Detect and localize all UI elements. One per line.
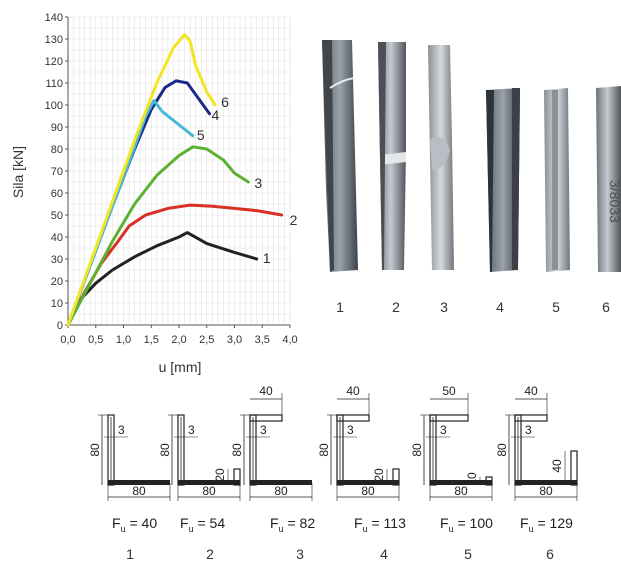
web-dimension: 80 xyxy=(230,443,244,457)
cross-section-3: 40 80 3 80 xyxy=(230,384,313,501)
specimen-photos: 3/8033 1 2 3 4 5 6 xyxy=(300,20,621,320)
fu-label-4: Fu = 113 xyxy=(354,515,406,534)
thickness-dimension: 3 xyxy=(188,423,195,437)
lip-dimension: 10 xyxy=(465,472,479,486)
series-labels: 1 2 3 45 6 xyxy=(197,94,298,266)
web-dimension: 80 xyxy=(317,443,331,457)
y-tick-label: 120 xyxy=(45,56,63,68)
flange-dimension: 80 xyxy=(202,484,216,498)
x-tick-label: 1,0 xyxy=(116,334,131,346)
thickness-dimension: 3 xyxy=(118,423,125,437)
lip-dimension: 20 xyxy=(213,468,227,482)
y-tick-label: 30 xyxy=(51,254,63,266)
series-line-6 xyxy=(66,33,217,327)
series-label-5: 5 xyxy=(197,127,205,143)
x-tick-label: 2,0 xyxy=(171,334,186,346)
x-tick-label: 0,5 xyxy=(88,334,103,346)
cross-section-drawings: 8038020803804080380402080380501080380404… xyxy=(88,384,578,501)
y-tick-label: 80 xyxy=(51,144,63,156)
web-dimension: 80 xyxy=(495,443,509,457)
fu-label-6: Fu = 129 xyxy=(520,515,573,534)
chart-series xyxy=(66,33,284,327)
specimen-photo-image: 3/8033 xyxy=(322,40,621,272)
y-tick-label: 10 xyxy=(51,298,63,310)
cross-section-6: 40 40 80 3 80 xyxy=(495,384,578,501)
flange-dimension: 80 xyxy=(274,484,288,498)
flange-dimension: 80 xyxy=(361,484,375,498)
y-tick-label: 60 xyxy=(51,188,63,200)
cross-section-1: 80 3 80 xyxy=(88,414,171,501)
photo-label: 1 xyxy=(336,299,344,315)
section-number: 3 xyxy=(296,546,304,562)
x-tick-label: 3,0 xyxy=(227,334,242,346)
thickness-dimension: 3 xyxy=(440,423,447,437)
series-label-6: 6 xyxy=(221,94,229,110)
thickness-dimension: 3 xyxy=(347,423,354,437)
series-label-3: 3 xyxy=(254,175,262,191)
lip-dimension: 40 xyxy=(550,459,564,473)
thickness-dimension: 3 xyxy=(260,423,267,437)
y-tick-label: 110 xyxy=(45,78,63,90)
y-tick-label: 140 xyxy=(45,12,63,24)
y-tick-label: 70 xyxy=(51,166,63,178)
y-tick-labels: 0 10 20 30 40 50 60 70 80 90 100 110 120 130 140 xyxy=(45,12,63,332)
top-flange-dimension: 50 xyxy=(442,384,456,398)
series-label-1: 1 xyxy=(263,250,271,266)
web-dimension: 80 xyxy=(158,443,172,457)
y-tick-label: 40 xyxy=(51,232,63,244)
y-tick-label: 90 xyxy=(51,122,63,134)
series-line-3 xyxy=(66,145,250,327)
y-axis-label: Sila [kN] xyxy=(10,146,26,198)
series-label-4: 4 xyxy=(212,107,220,123)
section-number: 5 xyxy=(464,546,472,562)
fu-label-2: Fu = 54 xyxy=(180,515,226,534)
y-tick-label: 130 xyxy=(45,34,63,46)
photo-label: 6 xyxy=(602,299,610,315)
y-tick-label: 50 xyxy=(51,210,63,222)
flange-dimension: 80 xyxy=(539,484,553,498)
flange-dimension: 80 xyxy=(454,484,468,498)
cross-section-4: 40 20 80 3 80 xyxy=(317,384,400,501)
x-tick-label: 3,5 xyxy=(255,334,270,346)
x-tick-label: 0,0 xyxy=(60,334,75,346)
chart-grid xyxy=(67,16,291,326)
series-line-1 xyxy=(66,231,259,327)
x-axis-label: u [mm] xyxy=(159,359,202,375)
specimen-marking: 3/8033 xyxy=(607,180,621,223)
photo-label: 5 xyxy=(552,299,560,315)
photo-label: 4 xyxy=(496,299,504,315)
y-tick-label: 0 xyxy=(57,320,63,332)
section-number: 1 xyxy=(126,546,134,562)
photo-label: 2 xyxy=(392,299,400,315)
web-dimension: 80 xyxy=(410,443,424,457)
top-flange-dimension: 40 xyxy=(346,384,360,398)
thickness-dimension: 3 xyxy=(525,423,532,437)
series-label-2: 2 xyxy=(290,212,298,228)
fu-label-1: Fu = 40 xyxy=(112,515,158,534)
x-tick-label: 1,5 xyxy=(144,334,159,346)
top-flange-dimension: 40 xyxy=(259,384,273,398)
x-tick-label: 4,0 xyxy=(282,334,297,346)
fu-label-3: Fu = 82 xyxy=(270,515,316,534)
flange-dimension: 80 xyxy=(132,484,146,498)
section-number: 2 xyxy=(206,546,214,562)
fu-label-5: Fu = 100 xyxy=(440,515,493,534)
x-tick-labels: 0,0 0,5 1,0 1,5 2,0 2,5 3,0 3,5 4,0 xyxy=(60,334,297,346)
y-tick-label: 20 xyxy=(51,276,63,288)
photo-label: 3 xyxy=(440,299,448,315)
section-number: 4 xyxy=(380,546,388,562)
section-number: 6 xyxy=(546,546,554,562)
chart-axes xyxy=(65,16,291,328)
lip-dimension: 20 xyxy=(372,468,386,482)
top-flange-dimension: 40 xyxy=(524,384,538,398)
web-dimension: 80 xyxy=(88,443,102,457)
x-tick-label: 2,5 xyxy=(199,334,214,346)
y-tick-label: 100 xyxy=(45,100,63,112)
